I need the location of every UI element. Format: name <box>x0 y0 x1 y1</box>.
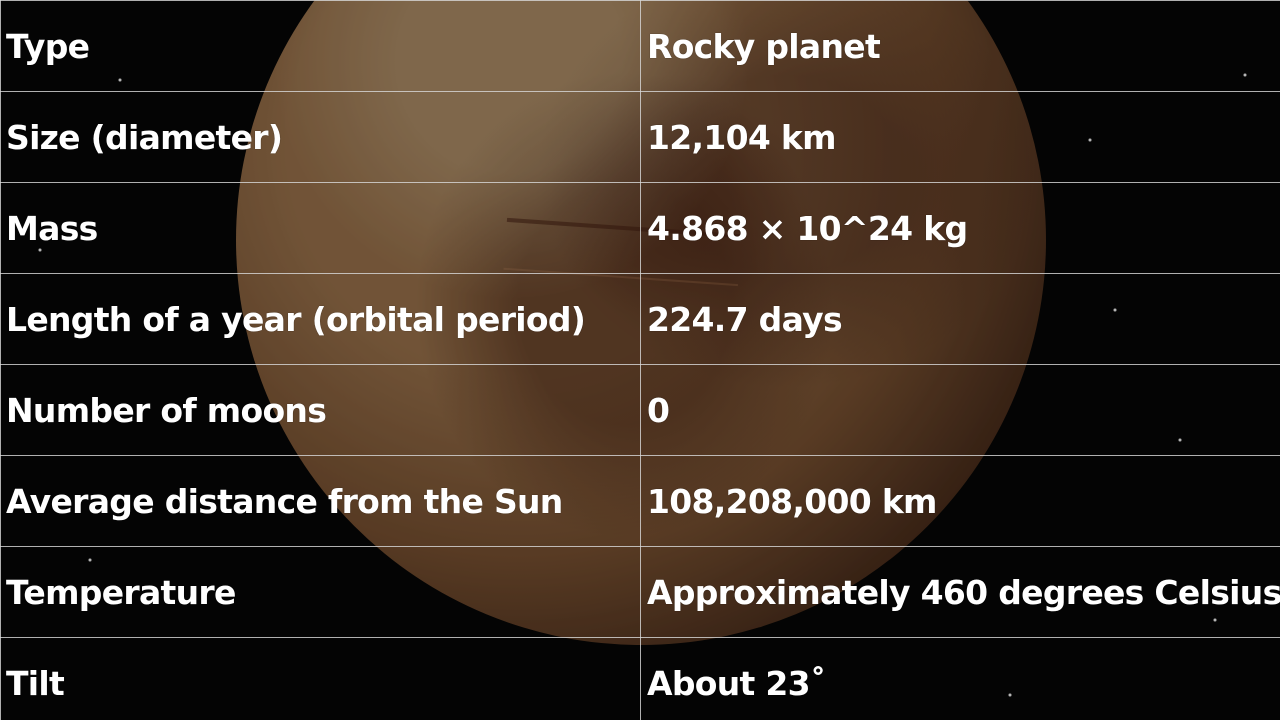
table-row: Size (diameter) 12,104 km <box>0 91 1280 183</box>
fact-value: 224.7 days <box>640 273 1280 365</box>
fact-label: Temperature <box>0 546 641 638</box>
fact-label: Mass <box>0 182 641 274</box>
fact-label: Tilt <box>0 637 641 720</box>
table-row: Type Rocky planet <box>0 0 1280 92</box>
fact-label: Length of a year (orbital period) <box>0 273 641 365</box>
fact-value: 4.868 × 10^24 kg <box>640 182 1280 274</box>
fact-label: Type <box>0 0 641 92</box>
fact-label: Number of moons <box>0 364 641 456</box>
fact-value: About 23˚ <box>640 637 1280 720</box>
fact-label: Average distance from the Sun <box>0 455 641 547</box>
table-row: Temperature Approximately 460 degrees Ce… <box>0 546 1280 638</box>
fact-value: Approximately 460 degrees Celsius <box>640 546 1280 638</box>
table-row: Tilt About 23˚ <box>0 637 1280 720</box>
fact-value: 12,104 km <box>640 91 1280 183</box>
fact-label: Size (diameter) <box>0 91 641 183</box>
table-row: Mass 4.868 × 10^24 kg <box>0 182 1280 274</box>
fact-value: 0 <box>640 364 1280 456</box>
table-row: Length of a year (orbital period) 224.7 … <box>0 273 1280 365</box>
table-row: Number of moons 0 <box>0 364 1280 456</box>
fact-value: Rocky planet <box>640 0 1280 92</box>
table-row: Average distance from the Sun 108,208,00… <box>0 455 1280 547</box>
fact-value: 108,208,000 km <box>640 455 1280 547</box>
